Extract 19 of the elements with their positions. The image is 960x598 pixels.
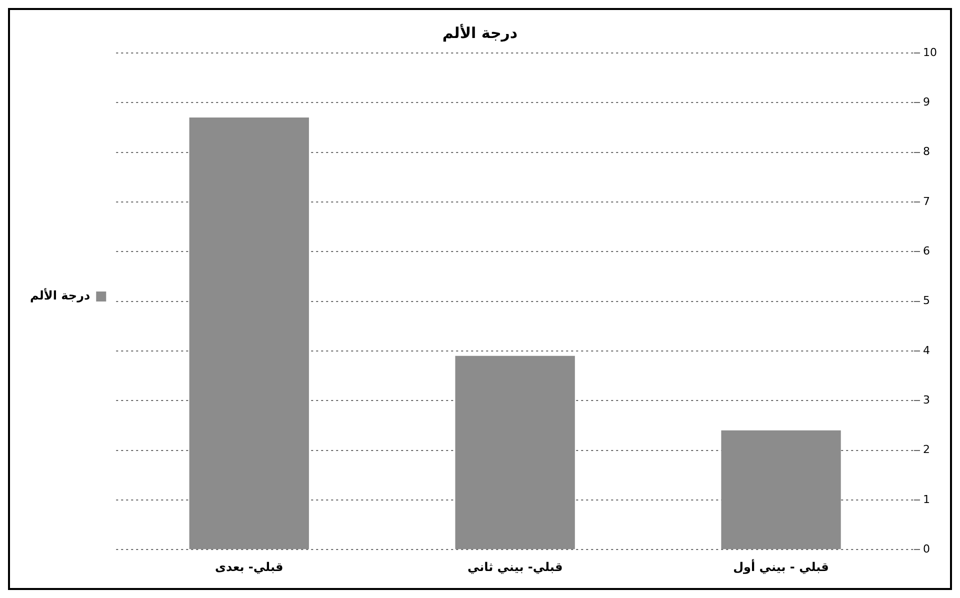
y-tick-label: 1 — [923, 492, 930, 506]
y-tick-label: 0 — [923, 542, 930, 556]
y-tick-label: 9 — [923, 96, 930, 109]
x-tick-label: قبلي - بيني أول — [733, 558, 829, 574]
legend-label: درجة الألم — [30, 288, 90, 303]
chart-title: درجة الألم — [442, 22, 518, 42]
bar — [455, 356, 575, 550]
y-tick-label: 7 — [923, 194, 930, 208]
y-tick-label: 3 — [923, 393, 930, 406]
x-tick-label: قبلي- بعدى — [215, 560, 284, 574]
y-tick-label: 5 — [923, 294, 930, 308]
y-tick-label: 8 — [923, 145, 930, 158]
y-tick-label: 2 — [923, 443, 930, 456]
y-tick-label: 6 — [923, 244, 930, 258]
bar — [189, 118, 309, 550]
x-tick-label: قبلي- بيني ثاني — [467, 560, 563, 574]
y-tick-label: 4 — [923, 344, 930, 357]
y-tick-label: 10 — [923, 46, 938, 59]
bar — [721, 430, 841, 550]
